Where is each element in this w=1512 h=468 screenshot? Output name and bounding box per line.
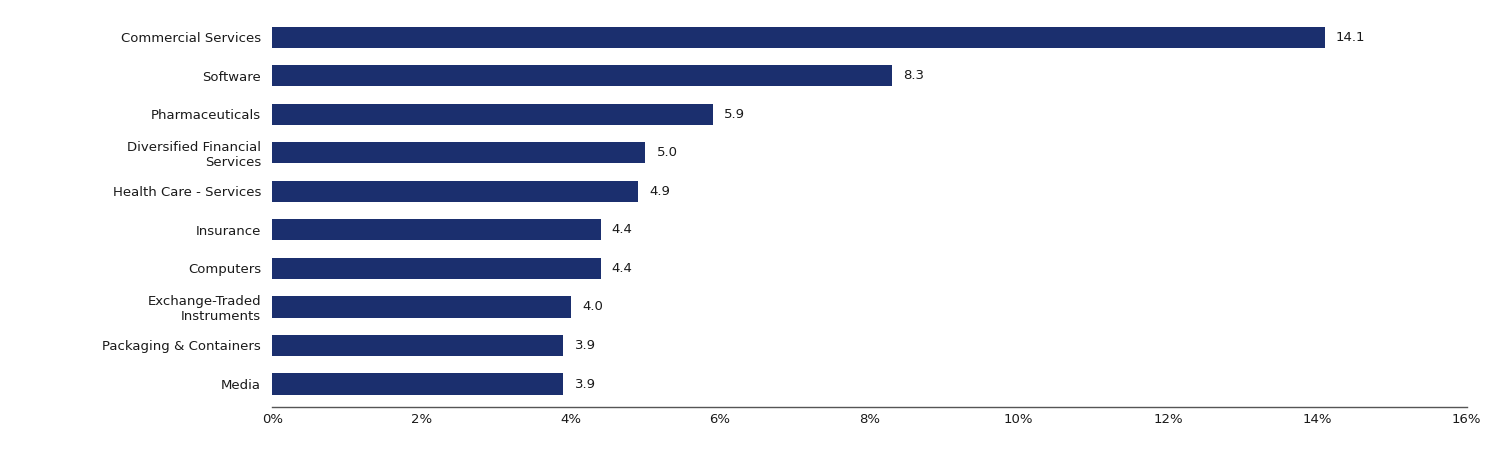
Text: 4.4: 4.4 [612,223,632,236]
Bar [272,335,564,356]
Text: 4.9: 4.9 [649,185,670,198]
Bar [272,65,892,86]
Bar [272,296,570,318]
Bar [272,181,638,202]
Text: 14.1: 14.1 [1337,31,1365,44]
Text: 3.9: 3.9 [575,378,596,390]
Bar [272,142,646,163]
Bar [272,27,1325,48]
Bar [272,373,564,395]
Text: 4.0: 4.0 [582,300,603,314]
Text: 5.0: 5.0 [656,146,677,159]
Bar [272,258,600,279]
Bar [272,219,600,241]
Bar [272,103,712,125]
Text: 4.4: 4.4 [612,262,632,275]
Text: 3.9: 3.9 [575,339,596,352]
Text: 5.9: 5.9 [724,108,745,121]
Text: 8.3: 8.3 [903,69,924,82]
